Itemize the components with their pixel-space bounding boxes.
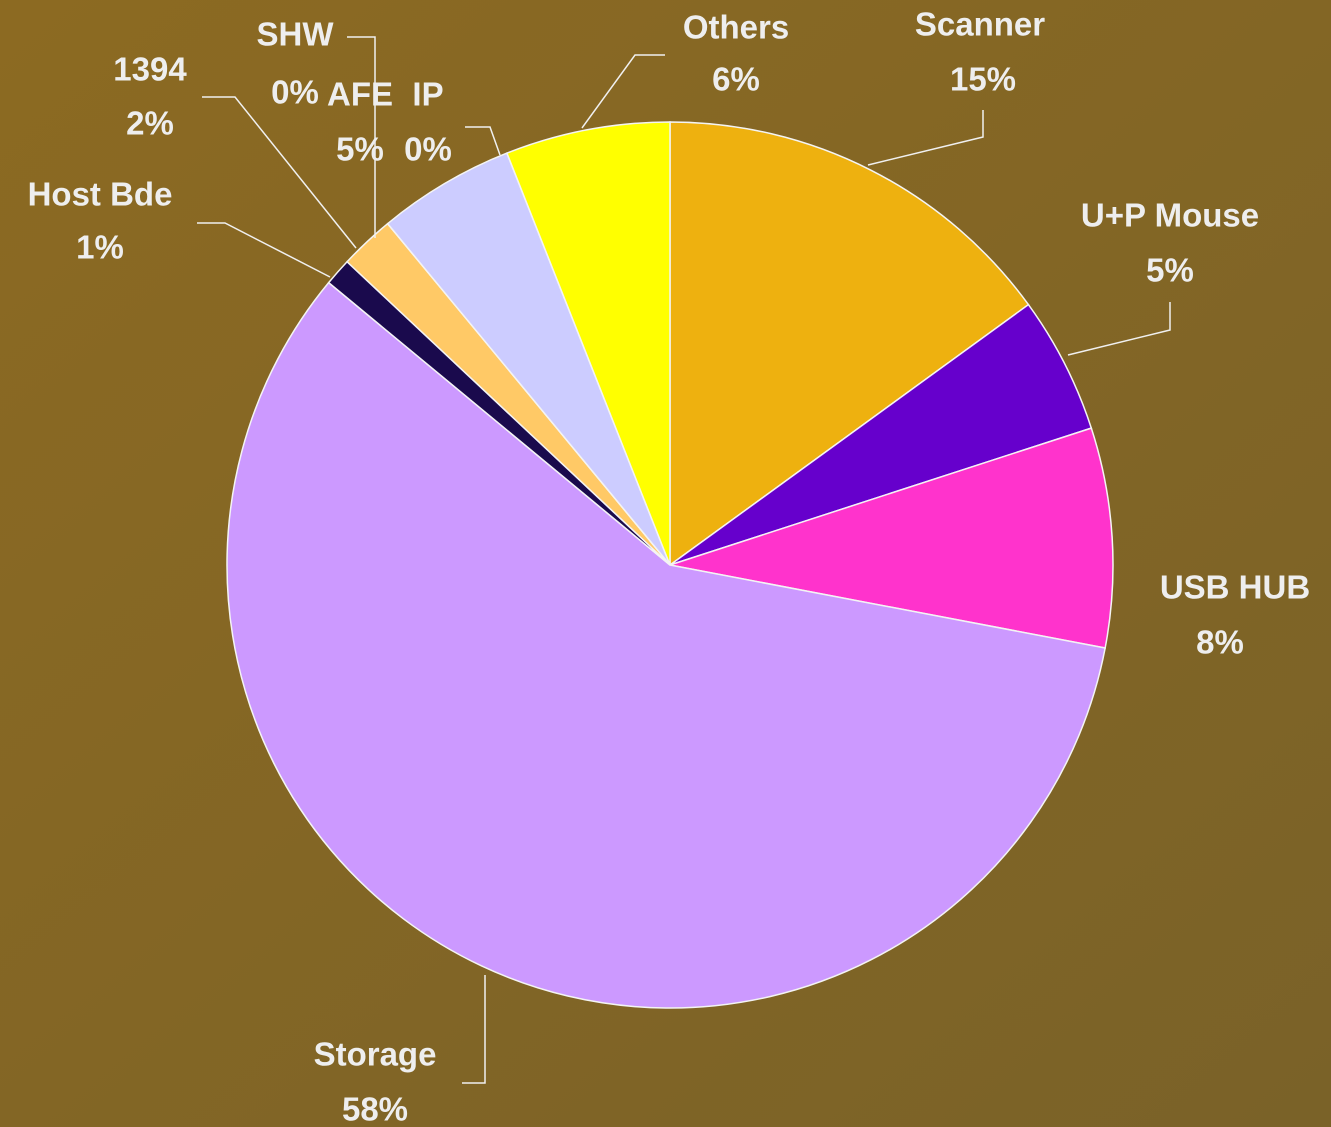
slice-value-label: 15% <box>950 61 1016 98</box>
slice-value-label: 1% <box>76 229 124 266</box>
slice-label: IP <box>412 76 443 113</box>
slice-value-label: 5% <box>336 131 384 168</box>
pie-slice <box>505 121 671 566</box>
slice-label: Storage <box>314 1036 437 1073</box>
leader-line <box>197 222 331 278</box>
leader-line <box>581 54 665 129</box>
slice-label: 1394 <box>113 51 187 88</box>
pie-slice <box>669 427 1114 649</box>
slice-value-label: 2% <box>126 105 174 142</box>
leader-line <box>462 975 486 1084</box>
slice-value-label: 5% <box>1146 252 1194 289</box>
slice-value-label: 58% <box>342 1091 408 1127</box>
slice-value-label: 6% <box>712 61 760 98</box>
leader-line <box>867 110 984 166</box>
leader-line <box>347 36 376 238</box>
leader-line <box>202 96 357 249</box>
leader-line <box>1067 302 1171 356</box>
slice-value-label: 0% <box>271 74 319 111</box>
slice-label: USB HUB <box>1160 569 1310 606</box>
leader-line <box>465 126 501 156</box>
slice-value-label: 8% <box>1196 624 1244 661</box>
slice-value-label: 0% <box>404 131 452 168</box>
slice-label: U+P Mouse <box>1081 197 1259 234</box>
pie-slice <box>226 281 1107 1009</box>
slice-label: SHW <box>257 16 335 53</box>
slice-label: Host Bde <box>28 176 173 213</box>
pie-slice <box>669 121 1030 567</box>
slice-label: Others <box>683 9 789 46</box>
slice-label: AFE <box>327 76 393 113</box>
slice-label: Scanner <box>915 6 1045 43</box>
